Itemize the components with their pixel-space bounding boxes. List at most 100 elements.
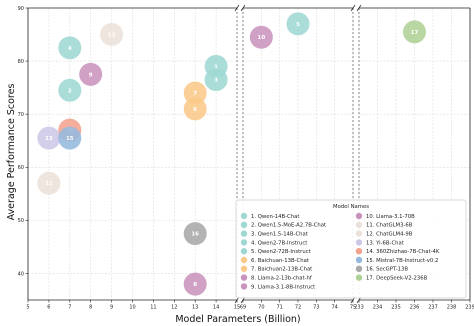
x-tick-label: 70: [258, 305, 264, 311]
y-tick-label: 80: [18, 59, 24, 65]
x-tick-label: 14: [213, 305, 219, 311]
data-point-17: [403, 20, 426, 44]
legend-entry-6: 6. Baichuan-13B-Chat: [251, 258, 309, 264]
x-axis-label: Model Parameters (Billion): [175, 314, 300, 325]
legend-entry-14: 14. 360Zhizhao-7B-Chat-4K: [366, 249, 440, 255]
point-label-5: 5: [296, 22, 300, 28]
legend-marker-4: [240, 239, 248, 246]
legend-marker-5: [240, 248, 248, 255]
legend-entry-1: 1. Qwen-14B-Chat: [251, 214, 299, 220]
point-label-2: 2: [68, 88, 72, 94]
point-label-6: 6: [193, 107, 197, 113]
legend-marker-16: [355, 265, 363, 272]
legend-entry-11: 11. ChatGLM3-6B: [366, 223, 413, 229]
point-label-7: 7: [193, 91, 197, 97]
x-tick-label: 237: [428, 305, 438, 311]
legend-marker-2: [240, 221, 248, 228]
y-tick-label: 90: [18, 6, 24, 12]
legend-box: [235, 199, 467, 299]
x-tick-label: 75: [350, 305, 356, 311]
x-tick-label: 234: [373, 305, 383, 311]
point-label-17: 17: [411, 30, 419, 36]
point-label-1: 1: [214, 64, 218, 70]
point-label-15: 15: [66, 136, 74, 142]
x-tick-label: 238: [447, 305, 457, 311]
data-point-10: [249, 25, 273, 49]
x-tick-label: 235: [391, 305, 401, 311]
legend: Model Names 1. Qwen-14B-Chat 2. Qwen1.5-Mo…: [235, 199, 467, 299]
legend-marker-7: [240, 265, 248, 272]
legend-marker-17: [355, 274, 363, 281]
data-point-13: [37, 126, 61, 150]
x-tick-label: 73: [313, 305, 319, 311]
point-label-8: 8: [193, 282, 197, 288]
x-tick-label: 74: [331, 305, 337, 311]
legend-marker-11: [355, 221, 363, 228]
x-tick-label: 233: [354, 305, 364, 311]
legend-marker-9: [240, 283, 248, 290]
legend-entry-15: 15. Mistral-7B-Instruct-v0.2: [366, 258, 438, 264]
x-tick-label: 69: [240, 305, 246, 311]
data-point-7: [183, 81, 207, 105]
legend-entry-2: 2. Qwen1.5-MoE-A2.7B-Chat: [251, 223, 326, 229]
y-tick-label: 50: [18, 218, 24, 224]
legend-marker-8: [240, 274, 248, 281]
legend-entry-10: 10. Llama-3.1-70B: [366, 214, 415, 220]
data-point-15: [58, 126, 82, 150]
legend-entry-3: 3. Qwen1.5-14B-Chat: [251, 232, 308, 238]
x-tick-label: 15: [234, 305, 240, 311]
point-label-10: 10: [258, 35, 266, 41]
point-label-11: 11: [45, 181, 53, 187]
x-tick-label: 8: [89, 305, 92, 311]
legend-entry-16: 16. SecGPT-13B: [366, 267, 408, 273]
y-tick-label: 70: [18, 112, 24, 118]
legend-entry-5: 5. Qwen2-72B-Instruct: [251, 249, 311, 255]
legend-marker-10: [355, 212, 363, 220]
legend-entry-12: 12. ChatGLM4-9B: [366, 232, 413, 238]
legend-marker-6: [240, 256, 248, 264]
data-point-4: [58, 36, 82, 60]
legend-marker-15: [355, 256, 363, 264]
legend-entry-7: 7. Baichuan2-13B-Chat: [251, 267, 312, 273]
legend-marker-13: [355, 239, 363, 246]
break-marker: [350, 4, 356, 12]
point-label-12: 12: [108, 33, 116, 39]
x-tick-label: 13: [192, 305, 198, 311]
point-label-3: 3: [214, 78, 218, 84]
point-label-13: 13: [45, 136, 53, 142]
x-tick-label: 12: [171, 305, 177, 311]
x-tick-label: 10: [129, 305, 135, 311]
data-point-9: [79, 62, 103, 86]
x-tick-label: 11: [150, 305, 156, 311]
legend-title: Model Names: [333, 204, 369, 210]
break-marker: [240, 4, 246, 12]
point-label-16: 16: [191, 232, 199, 238]
break-marker: [234, 4, 240, 12]
data-point-2: [58, 78, 82, 102]
data-point-3: [204, 68, 228, 92]
data-point-8: [183, 272, 207, 296]
data-point-16: [183, 222, 207, 246]
legend-entry-17: 17. DeepSeek-V2-236B: [366, 276, 428, 282]
break-marker: [356, 4, 362, 12]
legend-entry-13: 13. Yi-6B-Chat: [366, 240, 404, 246]
x-tick-label: 7: [68, 305, 71, 311]
legend-entry-9: 9. Llama-3.1-8B-Instruct: [251, 284, 315, 290]
legend-marker-3: [240, 230, 248, 237]
y-tick-label: 40: [18, 271, 24, 277]
data-points: 1234567891011121314151617: [37, 12, 426, 296]
x-tick-label: 236: [410, 305, 420, 311]
x-tick-label: 72: [295, 305, 301, 311]
y-axis-label: Average Performance Scores: [6, 84, 17, 221]
x-tick-label: 71: [276, 305, 282, 311]
legend-entry-4: 4. Qwen2-7B-Instruct: [251, 240, 307, 246]
x-tick-label: 9: [110, 305, 113, 311]
legend-marker-14: [355, 248, 363, 255]
point-label-4: 4: [68, 46, 72, 52]
legend-marker-12: [355, 230, 363, 237]
legend-entry-8: 8. Llama-2-13b-chat-hf: [251, 276, 312, 282]
legend-marker-1: [240, 212, 248, 220]
x-tick-label: 5: [26, 305, 29, 311]
